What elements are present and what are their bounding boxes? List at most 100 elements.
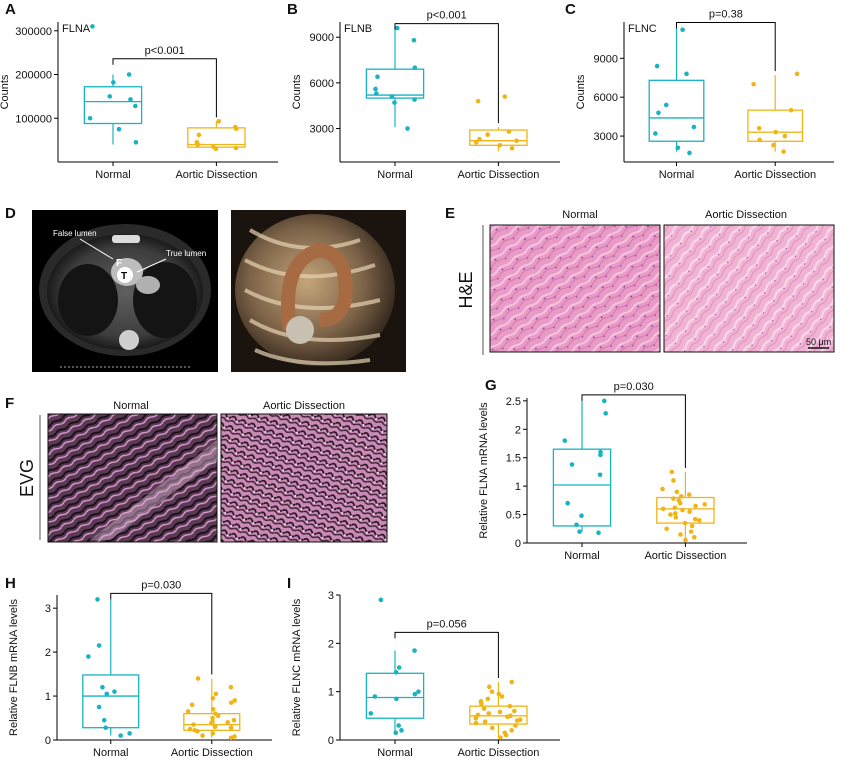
evg-normal-band <box>90 440 217 540</box>
x-category-label: Normal <box>564 550 599 562</box>
y-axis-label: Counts <box>291 74 303 109</box>
data-point <box>773 129 779 135</box>
data-point <box>473 720 479 726</box>
data-point <box>101 717 107 723</box>
data-point <box>378 597 384 603</box>
data-point <box>392 100 397 105</box>
data-point <box>678 532 683 537</box>
data-point <box>669 469 675 475</box>
vr-ribs <box>244 228 381 366</box>
panel-title: FLNA <box>62 23 91 35</box>
y-tick-label: 2 <box>45 647 51 659</box>
data-point <box>405 126 410 131</box>
data-point <box>498 735 503 740</box>
data-point <box>601 398 607 404</box>
data-point <box>215 713 221 719</box>
data-point <box>96 643 102 648</box>
significance-bracket <box>581 394 686 468</box>
data-point <box>127 731 132 736</box>
y-axis-label: Relative FLNB mRNA levels <box>8 599 20 736</box>
data-point <box>603 411 609 416</box>
data-point <box>680 27 685 33</box>
data-point <box>485 696 491 702</box>
data-point <box>513 723 518 728</box>
data-point <box>673 515 679 520</box>
data-point <box>682 520 688 526</box>
data-point <box>505 714 510 720</box>
panel-label: I <box>287 575 291 592</box>
evg-stain-label: EVG <box>17 459 37 497</box>
ct-spine <box>119 330 139 350</box>
panel-G-chart: G 0 0.5 1 1.5 2 2.5 Relative FLNA mRNA levels No… <box>478 377 747 562</box>
data-point <box>473 715 479 721</box>
data-point <box>672 511 678 516</box>
data-point <box>210 706 216 712</box>
panel-H-chart: H 0 1 2 3 Relative FLNB mRNA levels Normal Aort… <box>5 575 272 759</box>
data-point <box>507 703 513 709</box>
data-point <box>668 512 673 517</box>
data-point <box>389 94 395 99</box>
he-normal-image <box>489 224 661 353</box>
box-iqr <box>83 86 143 125</box>
data-point <box>233 145 239 151</box>
data-point <box>689 523 695 529</box>
panel-F: F Normal Aortic Dissection EVG <box>5 395 388 543</box>
y-tick-label: 1.5 <box>506 453 521 465</box>
data-point <box>506 129 512 134</box>
box-iqr <box>552 448 612 527</box>
data-point <box>782 133 788 139</box>
significance-bracket <box>394 23 499 123</box>
data-point <box>654 63 660 69</box>
y-tick-label: 2.5 <box>506 396 521 408</box>
y-axis-label: Counts <box>0 74 11 109</box>
p-value-label: p=0.030 <box>614 381 654 393</box>
data-point <box>210 715 215 721</box>
data-point <box>228 700 234 705</box>
panel-C-chart: C FLNC 3000 6000 9000 Counts Normal Aortic Diss… <box>565 1 834 181</box>
p-value-label: p<0.001 <box>145 45 185 57</box>
data-point <box>210 731 216 736</box>
data-point <box>697 517 702 523</box>
data-point <box>671 478 676 483</box>
data-point <box>687 509 692 515</box>
data-point <box>675 145 681 151</box>
panel-label: C <box>565 1 576 18</box>
panel-E-label: E <box>445 205 455 222</box>
data-point <box>475 712 481 718</box>
y-tick-label: 2 <box>328 638 334 650</box>
evg-dissection-label: Aortic Dissection <box>263 400 345 412</box>
data-point <box>412 691 418 697</box>
data-point <box>200 733 205 738</box>
box-iqr <box>656 496 715 524</box>
data-point <box>416 689 421 694</box>
data-point <box>486 711 492 716</box>
data-point <box>562 438 568 443</box>
data-point <box>509 146 515 151</box>
data-point <box>228 684 234 690</box>
y-tick-label: 3000 <box>310 124 334 136</box>
data-point <box>751 81 756 87</box>
he-dissection-image <box>663 224 835 353</box>
data-point <box>374 91 379 96</box>
he-stain-label: H&E <box>456 271 476 308</box>
data-point <box>232 698 238 703</box>
y-tick-label: 3 <box>45 603 51 615</box>
panel-D-label: D <box>5 205 16 222</box>
data-point <box>677 500 683 506</box>
data-point <box>497 709 503 715</box>
data-point <box>118 733 123 738</box>
data-point <box>688 529 694 534</box>
data-point <box>757 137 762 143</box>
significance-bracket <box>676 21 776 72</box>
panel-label: B <box>287 1 298 18</box>
ct-left-lung <box>58 264 118 336</box>
data-point <box>680 507 685 513</box>
true-lumen-label: True lumen <box>166 249 206 258</box>
data-point <box>128 97 133 102</box>
data-point <box>412 97 417 102</box>
data-point <box>228 725 234 730</box>
data-point <box>394 25 400 31</box>
data-point <box>195 142 201 147</box>
data-point <box>412 65 418 70</box>
